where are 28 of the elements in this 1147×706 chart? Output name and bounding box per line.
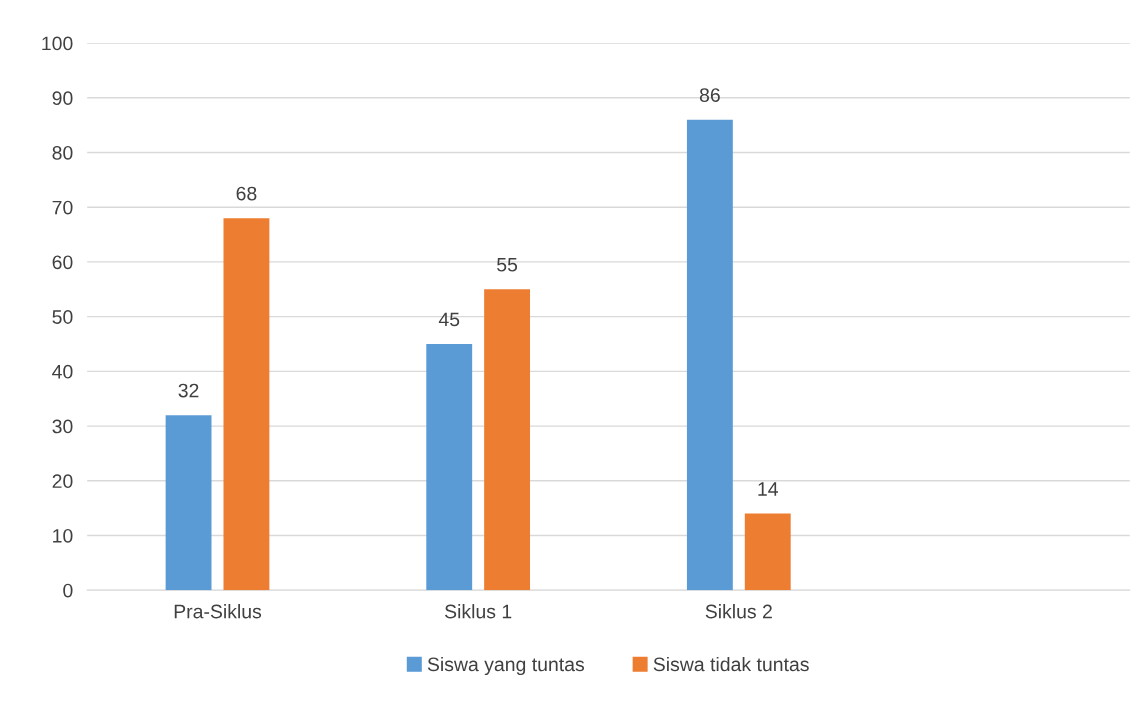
bar (223, 218, 270, 591)
data-label: 32 (178, 383, 199, 398)
data-label: 45 (438, 312, 460, 327)
y-tick-label: 30 (52, 419, 73, 434)
legend-label: Siswa tidak tuntas (653, 656, 809, 672)
y-tick-label: 50 (52, 310, 73, 324)
y-tick-label: 60 (52, 255, 73, 270)
legend-label: Siswa yang tuntas (427, 656, 585, 676)
data-label: 55 (497, 257, 518, 272)
x-tick-label: Siklus 2 (705, 604, 772, 619)
data-label: 86 (699, 88, 720, 102)
data-label: 68 (236, 186, 257, 201)
bar (426, 344, 473, 591)
y-tick-label: 0 (63, 583, 73, 598)
y-tick-label: 70 (52, 200, 73, 215)
data-label: 14 (758, 482, 778, 496)
y-tick-label: 40 (52, 364, 73, 379)
bar (686, 119, 733, 591)
y-tick-label: 90 (52, 91, 73, 106)
y-tick-label: 10 (53, 528, 73, 543)
y-tick-label: 80 (52, 145, 73, 160)
y-tick-label: 100 (42, 36, 73, 51)
bar (484, 289, 531, 591)
x-tick-label: Siklus 1 (445, 604, 512, 619)
bar (165, 415, 212, 591)
x-tick-label: Pra-Siklus (174, 604, 262, 619)
y-tick-label: 20 (52, 474, 73, 489)
bar (744, 513, 791, 591)
